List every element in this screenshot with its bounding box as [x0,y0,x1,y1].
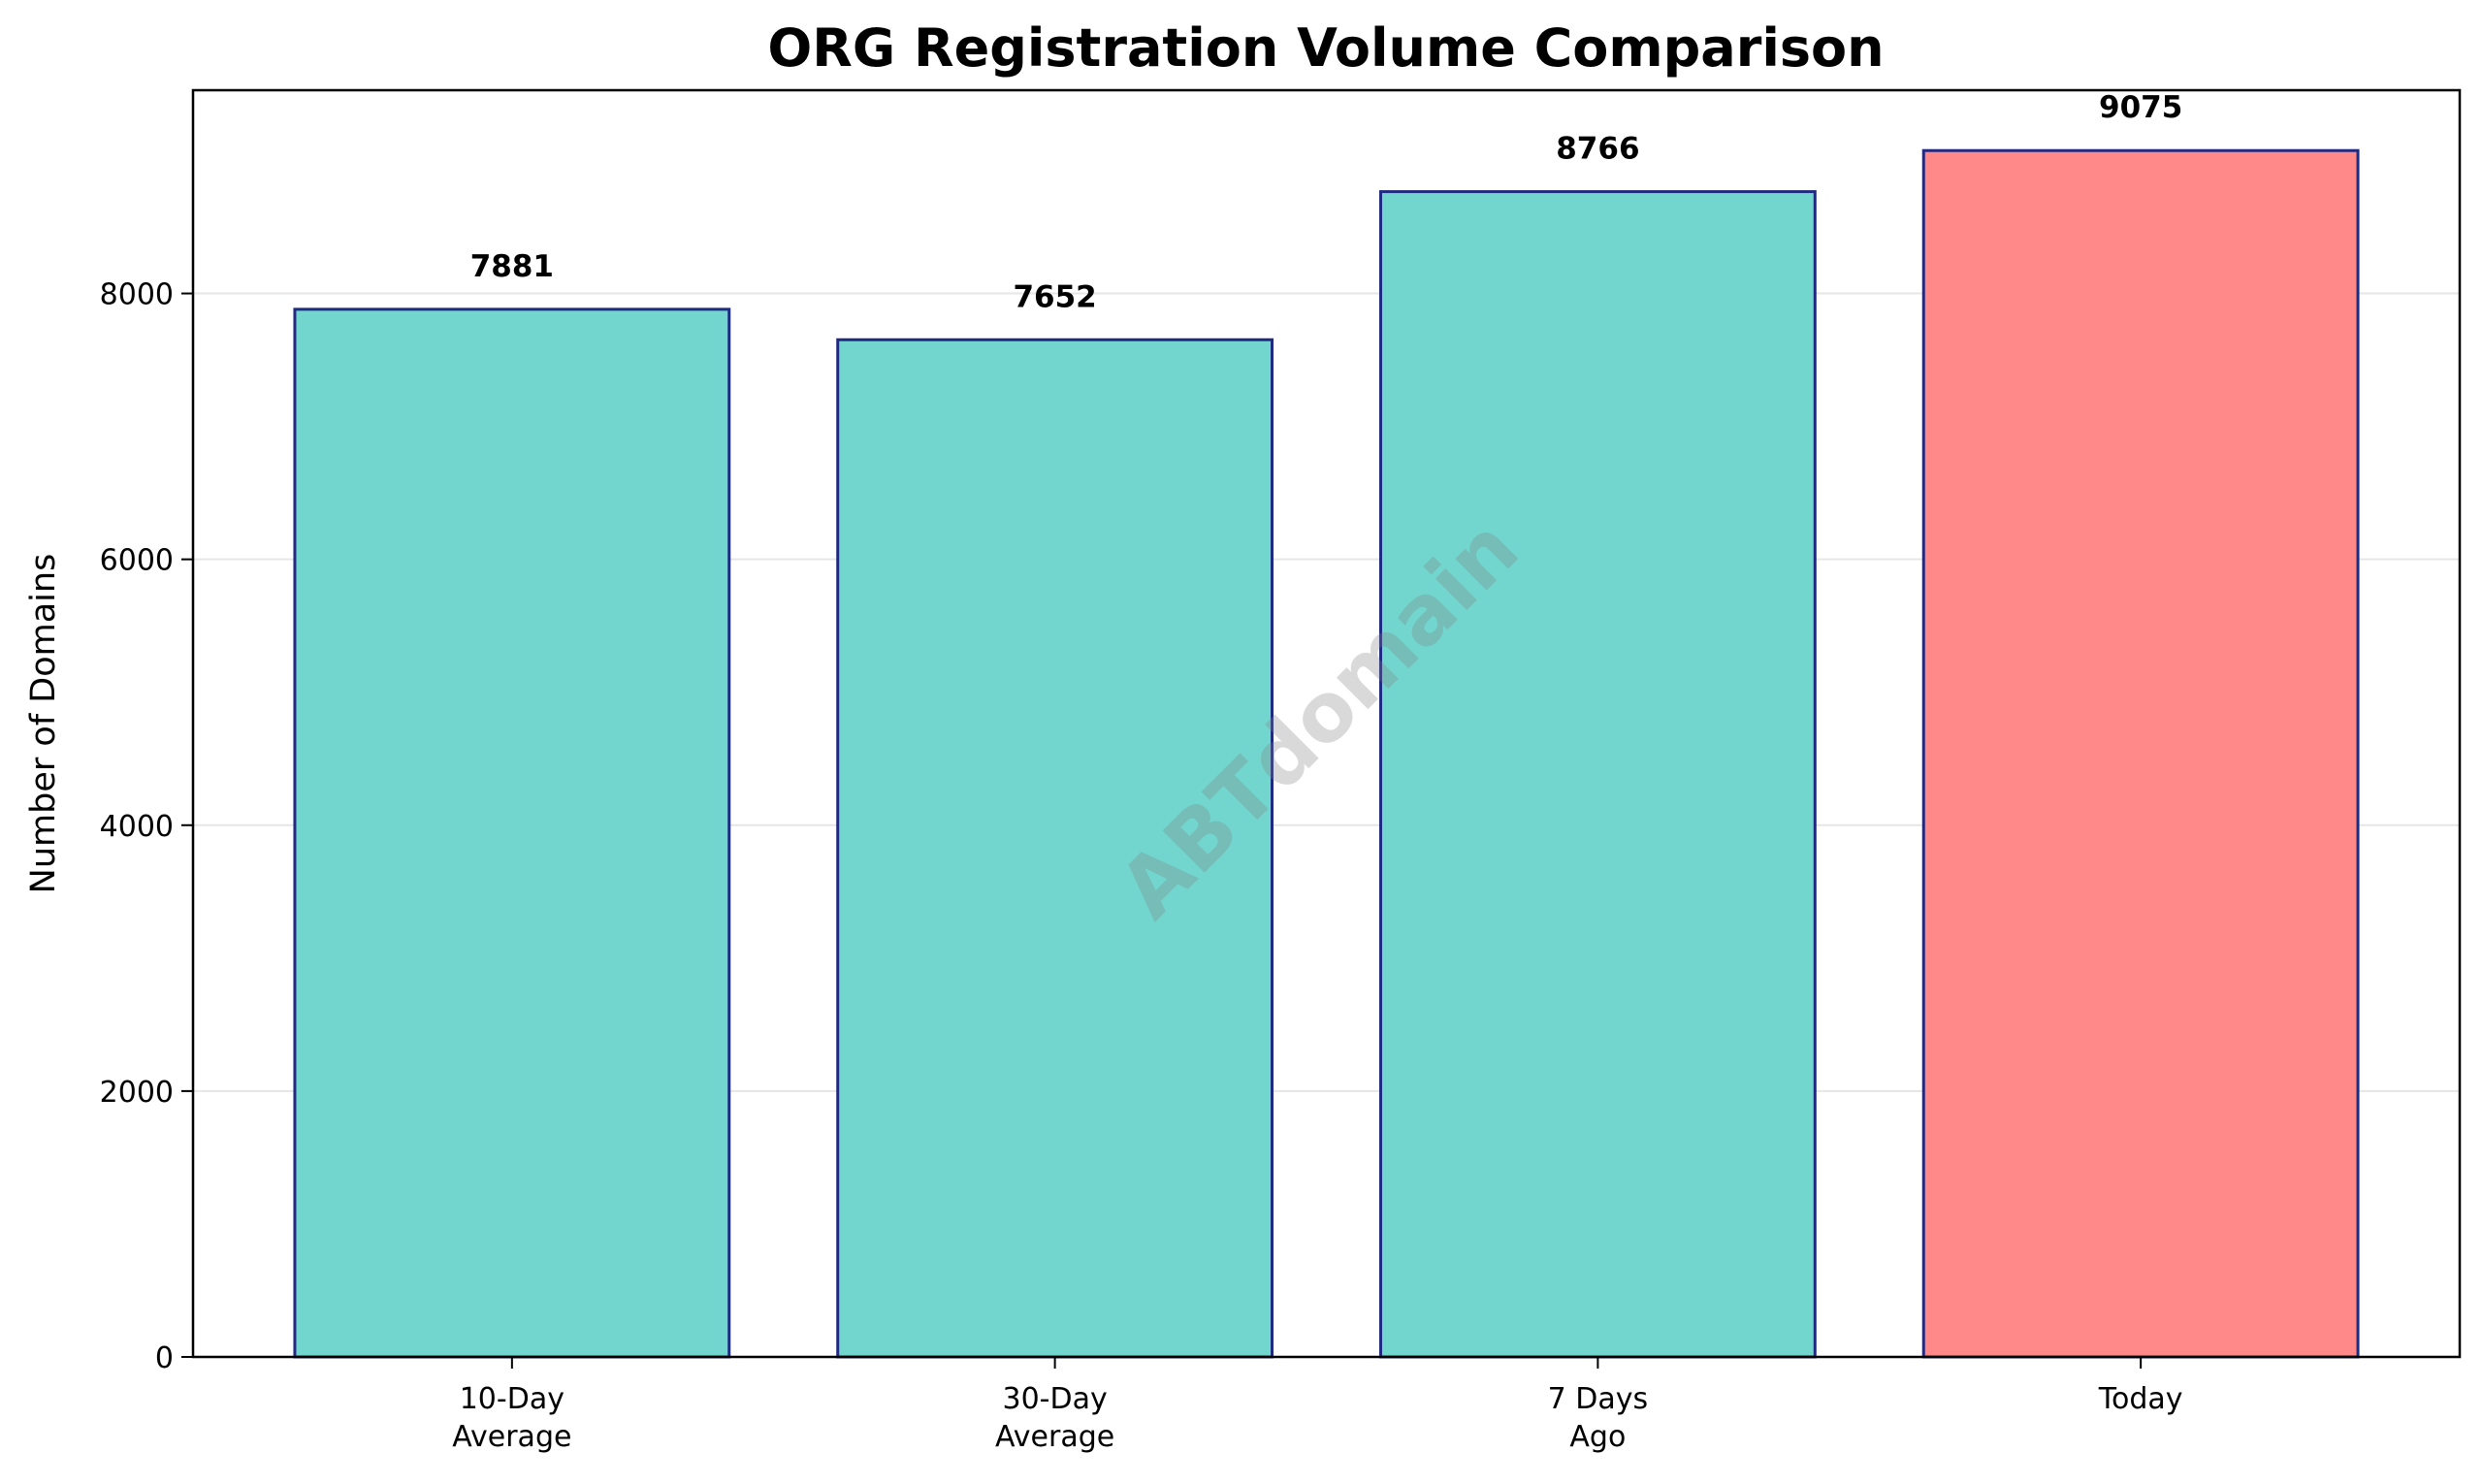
chart-title: ORG Registration Volume Comparison [767,17,1884,79]
value-label: 9075 [2099,90,2182,125]
x-tick-label: 7 Days Ago [1548,1382,1649,1454]
x-tick-label: 10-Day Average [452,1382,571,1454]
value-label: 7652 [1013,279,1096,314]
bar [1378,190,1817,1359]
bar [1921,148,2360,1359]
bar [836,338,1274,1359]
plot-frame [191,88,2462,1359]
y-tick-label: 8000 [100,278,174,312]
y-tick-label: 2000 [100,1076,174,1110]
bar [293,307,731,1359]
value-label: 7881 [470,249,554,284]
y-tick-label: 6000 [100,544,174,578]
y-axis-label: Number of Domains [24,554,63,894]
x-tick-label: 30-Day Average [995,1382,1114,1454]
y-tick-label: 0 [155,1341,174,1375]
value-label: 8766 [1556,132,1639,167]
x-tick-label: Today [2098,1382,2183,1416]
y-tick-label: 4000 [100,810,174,844]
